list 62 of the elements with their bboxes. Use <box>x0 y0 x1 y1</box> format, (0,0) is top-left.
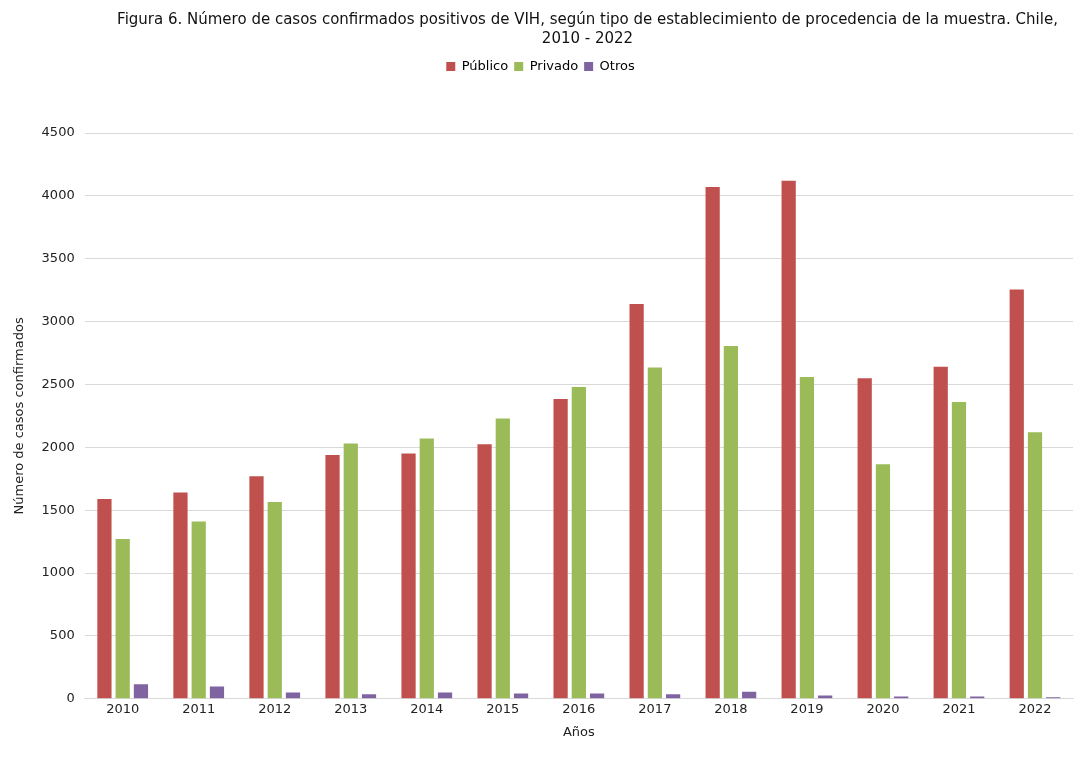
legend-label: Público <box>461 57 509 73</box>
bar <box>401 453 416 699</box>
bar <box>325 454 340 699</box>
x-tick-label: 2017 <box>638 700 672 716</box>
bar <box>133 684 149 699</box>
bar <box>173 492 188 699</box>
x-tick-label: 2021 <box>942 700 976 716</box>
bar <box>343 443 358 699</box>
chart-title: Figura 6. Número de casos confirmados positivos de VIH, según tipo de establecimiento de procedencia de la muestra. Chile, 2010 - 2022 <box>116 9 1059 48</box>
x-tick-label: 2011 <box>182 700 216 716</box>
bar <box>97 498 112 699</box>
y-tick-label: 2000 <box>41 438 75 454</box>
bar <box>951 402 967 699</box>
y-tick-label: 3000 <box>41 312 75 328</box>
bar <box>249 476 264 699</box>
bar <box>933 366 948 699</box>
bar <box>647 367 662 699</box>
bar <box>705 187 720 699</box>
x-tick-label: 2019 <box>790 700 824 716</box>
bar <box>1027 432 1043 699</box>
x-tick-label: 2014 <box>410 700 444 716</box>
y-tick-label: 0 <box>66 690 75 706</box>
bar <box>875 464 891 699</box>
bar <box>437 692 453 699</box>
bar <box>115 539 130 699</box>
bar <box>191 521 206 699</box>
legend-label: Privado <box>529 57 579 73</box>
bar <box>553 398 568 699</box>
x-tick-label: 2010 <box>106 700 140 716</box>
y-tick-label: 1000 <box>41 564 75 580</box>
bar <box>209 686 225 699</box>
x-tick-label: 2016 <box>562 700 596 716</box>
y-tick-label: 4000 <box>41 187 75 203</box>
bar <box>857 378 872 699</box>
bar <box>495 418 510 699</box>
y-tick-label: 3500 <box>41 250 75 266</box>
x-tick-label: 2013 <box>334 700 368 716</box>
bar <box>781 180 796 699</box>
x-axis-title: Años <box>562 723 595 739</box>
bar <box>818 695 833 699</box>
x-tick-label: 2012 <box>258 700 292 716</box>
bar <box>419 438 434 699</box>
y-tick-label: 4500 <box>41 124 75 140</box>
bar <box>629 304 644 699</box>
y-tick-label: 1500 <box>41 501 75 517</box>
bar <box>285 692 301 699</box>
x-tick-label: 2020 <box>866 700 900 716</box>
y-tick-label: 2500 <box>41 375 75 391</box>
bar <box>799 376 815 699</box>
bar <box>267 502 282 699</box>
y-tick-label: 500 <box>49 627 75 643</box>
bar <box>1009 289 1024 699</box>
bar <box>666 694 681 699</box>
bar <box>723 346 739 699</box>
bar <box>477 444 492 699</box>
bar <box>361 694 377 699</box>
x-tick-label: 2015 <box>486 700 520 716</box>
x-tick-label: 2018 <box>714 700 748 716</box>
bar <box>571 386 586 699</box>
x-tick-label: 2022 <box>1018 700 1052 716</box>
legend-label: Otros <box>599 57 635 73</box>
y-axis-title: Número de casos confirmados <box>11 317 27 515</box>
